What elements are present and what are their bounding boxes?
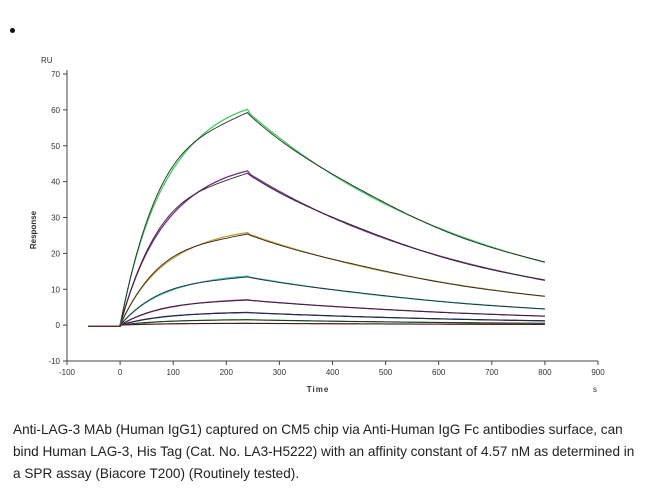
y-axis-label: Response bbox=[29, 210, 38, 249]
series-group bbox=[88, 108, 546, 327]
x-axis-unit: s bbox=[593, 385, 597, 394]
series-line-4 bbox=[88, 275, 545, 327]
x-tick-label: -100 bbox=[59, 368, 76, 377]
series-line-3 bbox=[88, 231, 545, 327]
fit-line-4 bbox=[88, 276, 545, 327]
y-tick-label: 10 bbox=[51, 285, 60, 294]
x-tick-label: 300 bbox=[273, 368, 287, 377]
y-axis-unit: RU bbox=[41, 56, 53, 65]
fit-line-3 bbox=[88, 233, 545, 327]
figure-caption: Anti-LAG-3 MAb (Human IgG1) captured on … bbox=[13, 422, 635, 481]
x-tick-label: 800 bbox=[538, 368, 552, 377]
series-line-1 bbox=[88, 108, 546, 327]
fit-line-7 bbox=[88, 319, 545, 327]
bullet-dot bbox=[10, 28, 15, 33]
y-tick-label: 50 bbox=[51, 142, 60, 151]
y-tick-label: 30 bbox=[51, 214, 60, 223]
x-tick-label: 900 bbox=[591, 368, 605, 377]
y-tick-label: 0 bbox=[56, 321, 61, 330]
fit-line-1 bbox=[88, 112, 545, 327]
y-tick-label: 70 bbox=[51, 70, 60, 79]
y-tick-label: 40 bbox=[51, 178, 60, 187]
x-tick-label: 200 bbox=[220, 368, 234, 377]
x-tick-label: 100 bbox=[167, 368, 181, 377]
fit-line-5 bbox=[88, 299, 545, 327]
x-tick-label: 0 bbox=[118, 368, 123, 377]
y-tick-label: -10 bbox=[48, 357, 60, 366]
fit-line-8 bbox=[88, 322, 545, 327]
fit-line-2 bbox=[88, 172, 545, 327]
series-line-2 bbox=[88, 170, 546, 327]
x-tick-label: 600 bbox=[432, 368, 446, 377]
fit-line-6 bbox=[88, 312, 545, 327]
x-tick-label: 700 bbox=[485, 368, 499, 377]
x-tick-label: 400 bbox=[326, 368, 340, 377]
x-axis-label: Time bbox=[307, 385, 330, 394]
x-tick-label: 500 bbox=[379, 368, 393, 377]
y-tick-label: 60 bbox=[51, 106, 60, 115]
y-tick-label: 20 bbox=[51, 249, 60, 258]
